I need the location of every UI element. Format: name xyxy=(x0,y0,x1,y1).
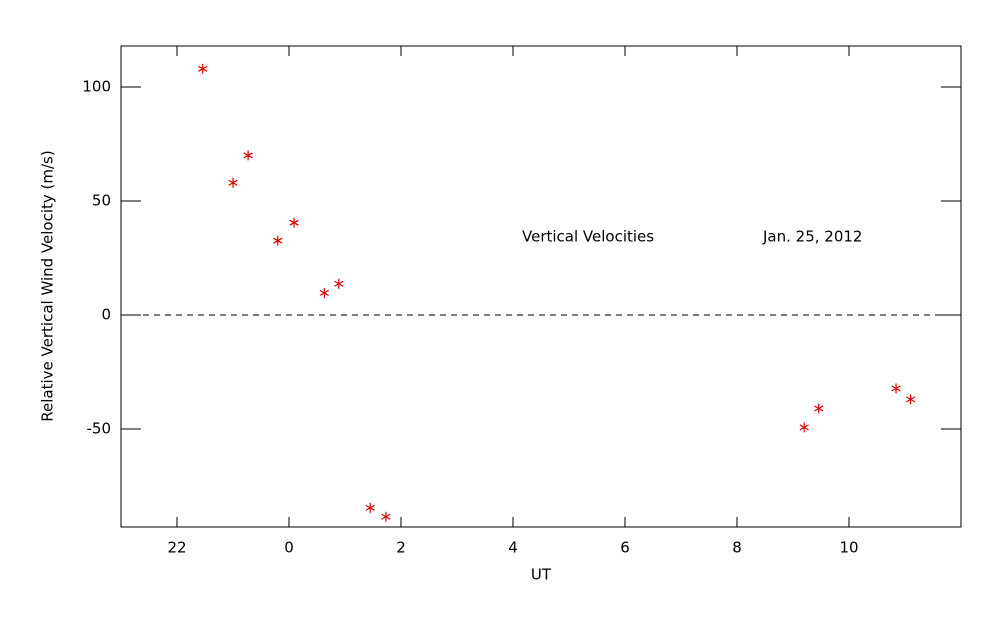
plot-frame xyxy=(120,45,962,528)
y-tick-label: -50 xyxy=(87,419,112,437)
point xyxy=(814,403,824,414)
point xyxy=(243,150,253,161)
point-stroke xyxy=(319,289,329,296)
y-axis-label: Relative Vertical Wind Velocity (m/s) xyxy=(39,150,57,421)
point-stroke xyxy=(198,65,208,72)
x-axis-label: UT xyxy=(531,566,552,584)
point-stroke xyxy=(334,280,344,287)
point xyxy=(381,511,391,522)
point-stroke xyxy=(365,504,375,511)
x-tick-label: 10 xyxy=(839,539,858,557)
point xyxy=(905,394,916,405)
point-stroke xyxy=(273,237,283,244)
y-tick-label: 50 xyxy=(92,192,111,210)
annotation: Jan. 25, 2012 xyxy=(762,228,862,246)
x-tick-label: 2 xyxy=(396,539,406,557)
point xyxy=(228,177,238,188)
point xyxy=(198,63,208,74)
point xyxy=(319,287,329,298)
point-stroke xyxy=(381,513,391,520)
x-tick-label: 4 xyxy=(508,539,518,557)
point-stroke xyxy=(243,152,253,159)
annotation: Vertical Velocities xyxy=(522,228,654,246)
x-tick-label: 8 xyxy=(732,539,742,557)
point-stroke xyxy=(814,405,824,412)
x-tick-label: 6 xyxy=(620,539,630,557)
point-stroke xyxy=(289,219,299,226)
point xyxy=(891,383,901,394)
x-tick-label: 0 xyxy=(284,539,294,557)
x-tick-label: 22 xyxy=(167,539,186,557)
point-stroke xyxy=(799,424,809,431)
point-stroke xyxy=(891,385,901,392)
point xyxy=(273,235,283,246)
point xyxy=(365,502,375,513)
point-stroke xyxy=(905,396,916,403)
point xyxy=(289,217,299,228)
point-stroke xyxy=(228,179,238,186)
point xyxy=(799,422,809,433)
y-tick-label: 100 xyxy=(82,78,111,96)
point xyxy=(334,278,344,289)
y-tick-label: 0 xyxy=(101,305,111,323)
